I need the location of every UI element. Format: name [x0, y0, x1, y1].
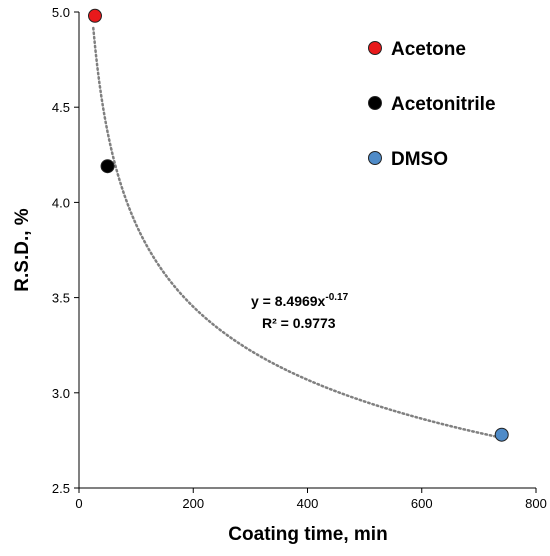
legend: Acetone Acetonitrile DMSO: [368, 39, 496, 170]
y-tick-label: 2.5: [52, 481, 70, 496]
legend-marker-acetone: [368, 41, 382, 55]
data-point-dmso: [494, 427, 509, 442]
x-tick-label: 400: [297, 496, 319, 511]
y-tick-label: 3.0: [52, 386, 70, 401]
legend-label-dmso: DMSO: [391, 149, 448, 170]
x-tick-label: 200: [182, 496, 204, 511]
y-axis-title: R.S.D., %: [12, 208, 33, 292]
x-axis-title: Coating time, min: [228, 524, 387, 545]
y-tick-label: 3.5: [52, 291, 70, 306]
x-tick-label: 0: [75, 496, 82, 511]
trend-equation-exponent: -0.17: [325, 292, 348, 303]
y-tick-label: 5.0: [52, 5, 70, 20]
trendline-layer: [92, 26, 503, 440]
trend-equation: y = 8.4969x-0.17: [251, 292, 349, 309]
y-tick-label: 4.5: [52, 100, 70, 115]
data-point-acetone: [87, 8, 102, 23]
legend-label-acetone: Acetone: [391, 39, 466, 60]
legend-marker-dmso: [368, 151, 382, 165]
trend-r-squared: R² = 0.9773: [262, 315, 336, 331]
data-points: [87, 8, 509, 442]
axes: 0 200 400 600 800 2.5 3.0 3.5 4.0 4.5 5.0: [52, 5, 547, 511]
x-tick-label: 600: [411, 496, 433, 511]
legend-label-acetonitrile: Acetonitrile: [391, 94, 496, 115]
y-tick-label: 4.0: [52, 195, 70, 210]
power-trendline: [92, 26, 503, 440]
data-point-acetonitrile: [100, 159, 115, 174]
legend-marker-acetonitrile: [368, 96, 382, 110]
trend-equation-base: y = 8.4969x: [251, 293, 326, 309]
x-tick-label: 800: [525, 496, 547, 511]
